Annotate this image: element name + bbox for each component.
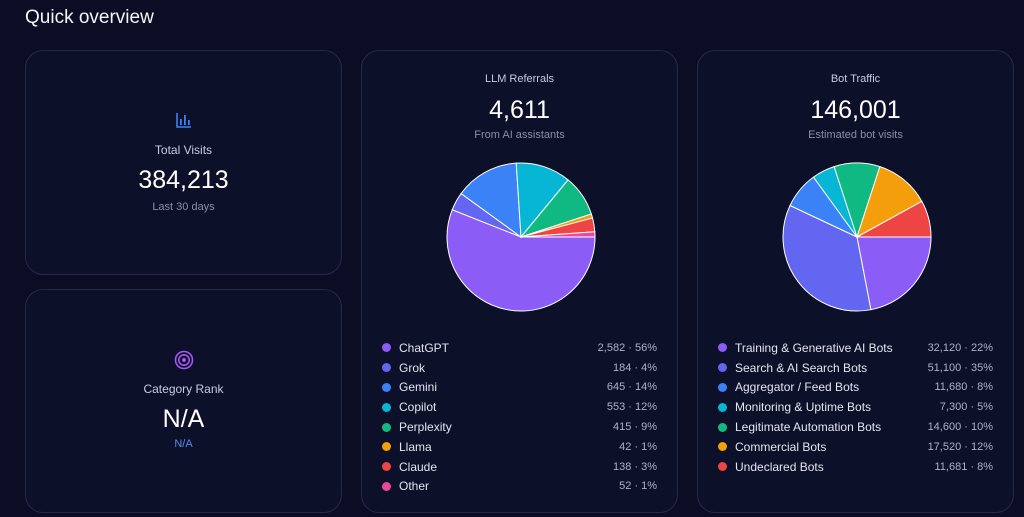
bot-legend-item-monitoring-uptime-bots[interactable]: Monitoring & Uptime Bots 7,300 · 5% — [718, 397, 993, 417]
legend-label: Monitoring & Uptime Bots — [735, 400, 872, 415]
total-visits-sub: Last 30 days — [152, 201, 215, 213]
bot-legend-item-training-generative-ai-bots[interactable]: Training & Generative AI Bots 32,120 · 22… — [718, 338, 993, 358]
bot-traffic-title: Bot Traffic — [830, 73, 881, 85]
llm-legend-item-grok[interactable]: Grok 184 · 4% — [382, 358, 657, 378]
llm-referrals-card: LLM Referrals 4,611 From AI assistants C… — [361, 50, 678, 513]
llm-slice-chatgpt[interactable] — [446, 209, 596, 312]
legend-dot-icon — [382, 462, 391, 472]
legend-value: 7,300 · 5% — [939, 401, 993, 414]
bot-legend-item-undeclared-bots[interactable]: Undeclared Bots 11,681 · 8% — [718, 457, 993, 477]
legend-dot-icon — [382, 363, 391, 373]
llm-legend-item-other[interactable]: Other 52 · 1% — [382, 477, 657, 497]
legend-value: 11,680 · 8% — [934, 381, 993, 394]
llm-slice-gemini[interactable] — [460, 162, 522, 239]
bot-traffic-legend: Training & Generative AI Bots 32,120 · 22… — [718, 338, 993, 477]
llm-referrals-legend: ChatGPT 2,582 · 56% Grok 184 · 4% Gemini 645 … — [382, 338, 657, 496]
llm-legend-item-claude[interactable]: Claude 138 · 3% — [382, 457, 657, 477]
legend-dot-icon — [382, 343, 391, 353]
legend-label: Claude — [399, 459, 438, 474]
legend-label: Grok — [399, 360, 426, 375]
bot-legend-item-legitimate-automation-bots[interactable]: Legitimate Automation Bots 14,600 · 10% — [718, 417, 993, 437]
total-visits-card: Total Visits 384,213 Last 30 days — [25, 50, 342, 275]
legend-label: Training & Generative AI Bots — [735, 340, 893, 355]
legend-value: 184 · 4% — [612, 361, 657, 374]
bot-legend-item-aggregator-feed-bots[interactable]: Aggregator / Feed Bots 11,680 · 8% — [718, 378, 993, 398]
llm-referrals-sub: From AI assistants — [474, 129, 565, 141]
legend-value: 14,600 · 10% — [927, 421, 993, 434]
bot-legend-item-search-ai-search-bots[interactable]: Search & AI Search Bots 51,100 · 35% — [718, 358, 993, 378]
legend-value: 138 · 3% — [612, 460, 657, 473]
page-title: Quick overview — [25, 7, 154, 28]
legend-label: Search & AI Search Bots — [735, 360, 868, 375]
bot-traffic-card: Bot Traffic 146,001 Estimated bot visits… — [697, 50, 1014, 513]
legend-value: 17,520 · 12% — [927, 440, 993, 453]
llm-slice-other[interactable] — [520, 231, 596, 238]
legend-dot-icon — [382, 402, 391, 412]
total-visits-label: Total Visits — [154, 143, 213, 157]
bot-traffic-pie-chart[interactable] — [781, 161, 933, 313]
llm-legend-item-chatgpt[interactable]: ChatGPT 2,582 · 56% — [382, 338, 657, 358]
bot-slice-undeclared-bots[interactable] — [856, 200, 932, 238]
legend-value: 52 · 1% — [619, 480, 657, 493]
bot-legend-item-commercial-bots[interactable]: Commercial Bots 17,520 · 12% — [718, 437, 993, 457]
legend-value: 645 · 14% — [606, 381, 657, 394]
llm-referrals-pie-chart[interactable] — [445, 161, 597, 313]
legend-dot-icon — [718, 462, 727, 472]
legend-label: Commercial Bots — [735, 439, 827, 454]
llm-legend-item-gemini[interactable]: Gemini 645 · 14% — [382, 378, 657, 398]
legend-dot-icon — [718, 402, 727, 412]
legend-value: 51,100 · 35% — [927, 361, 993, 374]
legend-label: Perplexity — [399, 420, 452, 435]
llm-legend-item-copilot[interactable]: Copilot 553 · 12% — [382, 397, 657, 417]
legend-dot-icon — [718, 422, 727, 432]
legend-dot-icon — [382, 481, 391, 491]
category-rank-card: Category Rank N/A N/A — [25, 289, 342, 513]
llm-legend-item-llama[interactable]: Llama 42 · 1% — [382, 437, 657, 457]
category-rank-icon-wrap — [26, 350, 341, 370]
total-visits-value: 384,213 — [138, 166, 229, 194]
legend-dot-icon — [718, 363, 727, 373]
legend-value: 42 · 1% — [619, 440, 657, 453]
legend-label: Other — [399, 479, 430, 494]
category-rank-label: Category Rank — [143, 382, 224, 396]
legend-label: Undeclared Bots — [735, 459, 824, 474]
total-visits-icon-wrap — [26, 111, 341, 129]
legend-value: 415 · 9% — [612, 421, 657, 434]
legend-label: Gemini — [399, 380, 438, 395]
legend-dot-icon — [718, 343, 727, 353]
legend-dot-icon — [382, 422, 391, 432]
legend-label: Copilot — [399, 400, 437, 415]
legend-label: Legitimate Automation Bots — [735, 420, 882, 435]
bot-traffic-value: 146,001 — [810, 96, 901, 124]
legend-label: ChatGPT — [399, 340, 450, 355]
bot-slice-search-ai-search-bots[interactable] — [782, 204, 872, 312]
legend-value: 11,681 · 8% — [934, 460, 993, 473]
target-icon — [174, 350, 193, 370]
legend-dot-icon — [718, 442, 727, 452]
legend-label: Aggregator / Feed Bots — [735, 380, 860, 395]
bar-chart-icon — [175, 113, 191, 128]
category-rank-sub: N/A — [174, 438, 193, 450]
legend-dot-icon — [718, 382, 727, 392]
legend-value: 32,120 · 22% — [927, 341, 993, 354]
legend-label: Llama — [399, 439, 432, 454]
legend-value: 2,582 · 56% — [597, 341, 657, 354]
legend-dot-icon — [382, 382, 391, 392]
bot-slice-training-generative-ai-bots[interactable] — [856, 236, 932, 311]
legend-value: 553 · 12% — [606, 401, 657, 414]
llm-referrals-title: LLM Referrals — [484, 73, 555, 85]
llm-referrals-value: 4,611 — [489, 96, 550, 124]
legend-dot-icon — [382, 442, 391, 452]
bot-traffic-sub: Estimated bot visits — [808, 129, 903, 141]
category-rank-value: N/A — [162, 405, 205, 433]
llm-legend-item-perplexity[interactable]: Perplexity 415 · 9% — [382, 417, 657, 437]
